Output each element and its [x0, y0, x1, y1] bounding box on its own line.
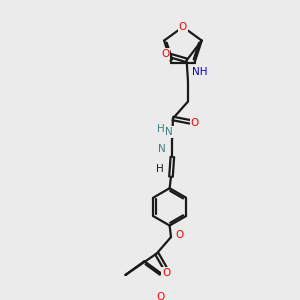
Text: O: O — [179, 22, 187, 32]
Text: N: N — [158, 144, 166, 154]
Text: NH: NH — [192, 67, 207, 77]
Text: O: O — [176, 230, 184, 240]
Text: O: O — [156, 292, 164, 300]
Text: H: H — [156, 164, 163, 174]
Text: H: H — [157, 124, 165, 134]
Text: N: N — [165, 127, 173, 137]
Text: O: O — [191, 118, 199, 128]
Text: O: O — [161, 49, 169, 59]
Text: O: O — [162, 268, 170, 278]
